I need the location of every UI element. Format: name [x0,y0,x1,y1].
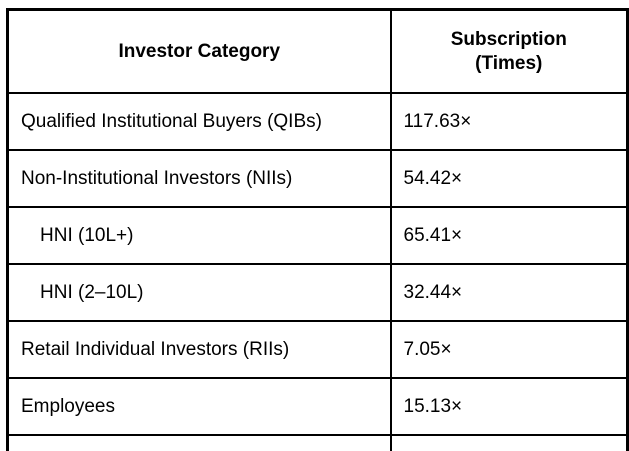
category-cell: HNI (2–10L) [6,263,392,322]
subscription-cell: 65.41× [389,206,629,265]
subscription-cell: 54.42× [389,149,629,208]
table-row-hni-2-10l: HNI (2–10L) 32.44× [6,263,629,322]
table-row-niis: Non-Institutional Investors (NIIs) 54.42… [6,149,629,208]
table-row-total: Total 48.73× [6,434,629,451]
table-row-qibs: Qualified Institutional Buyers (QIBs) 11… [6,92,629,151]
subscription-cell: 32.44× [389,263,629,322]
header-subscription-line2: (Times) [475,52,543,74]
category-cell: Non-Institutional Investors (NIIs) [6,149,392,208]
category-cell: Qualified Institutional Buyers (QIBs) [6,92,392,151]
category-cell: Employees [6,377,392,436]
category-cell: Total [6,434,392,451]
table-row-riis: Retail Individual Investors (RIIs) 7.05× [6,320,629,379]
header-investor-category: Investor Category [6,8,392,94]
subscription-cell: 117.63× [389,92,629,151]
category-cell: Retail Individual Investors (RIIs) [6,320,392,379]
table-row-employees: Employees 15.13× [6,377,629,436]
subscription-cell: 7.05× [389,320,629,379]
subscription-cell: 48.73× [389,434,629,451]
category-cell: HNI (10L+) [6,206,392,265]
subscription-cell: 15.13× [389,377,629,436]
subscription-table: Investor Category Subscription (Times) Q… [6,8,629,451]
table-header-row: Investor Category Subscription (Times) [6,8,629,94]
header-subscription-times: Subscription (Times) [389,8,629,94]
header-subscription-line1: Subscription [450,28,567,50]
table-row-hni-10l-plus: HNI (10L+) 65.41× [6,206,629,265]
